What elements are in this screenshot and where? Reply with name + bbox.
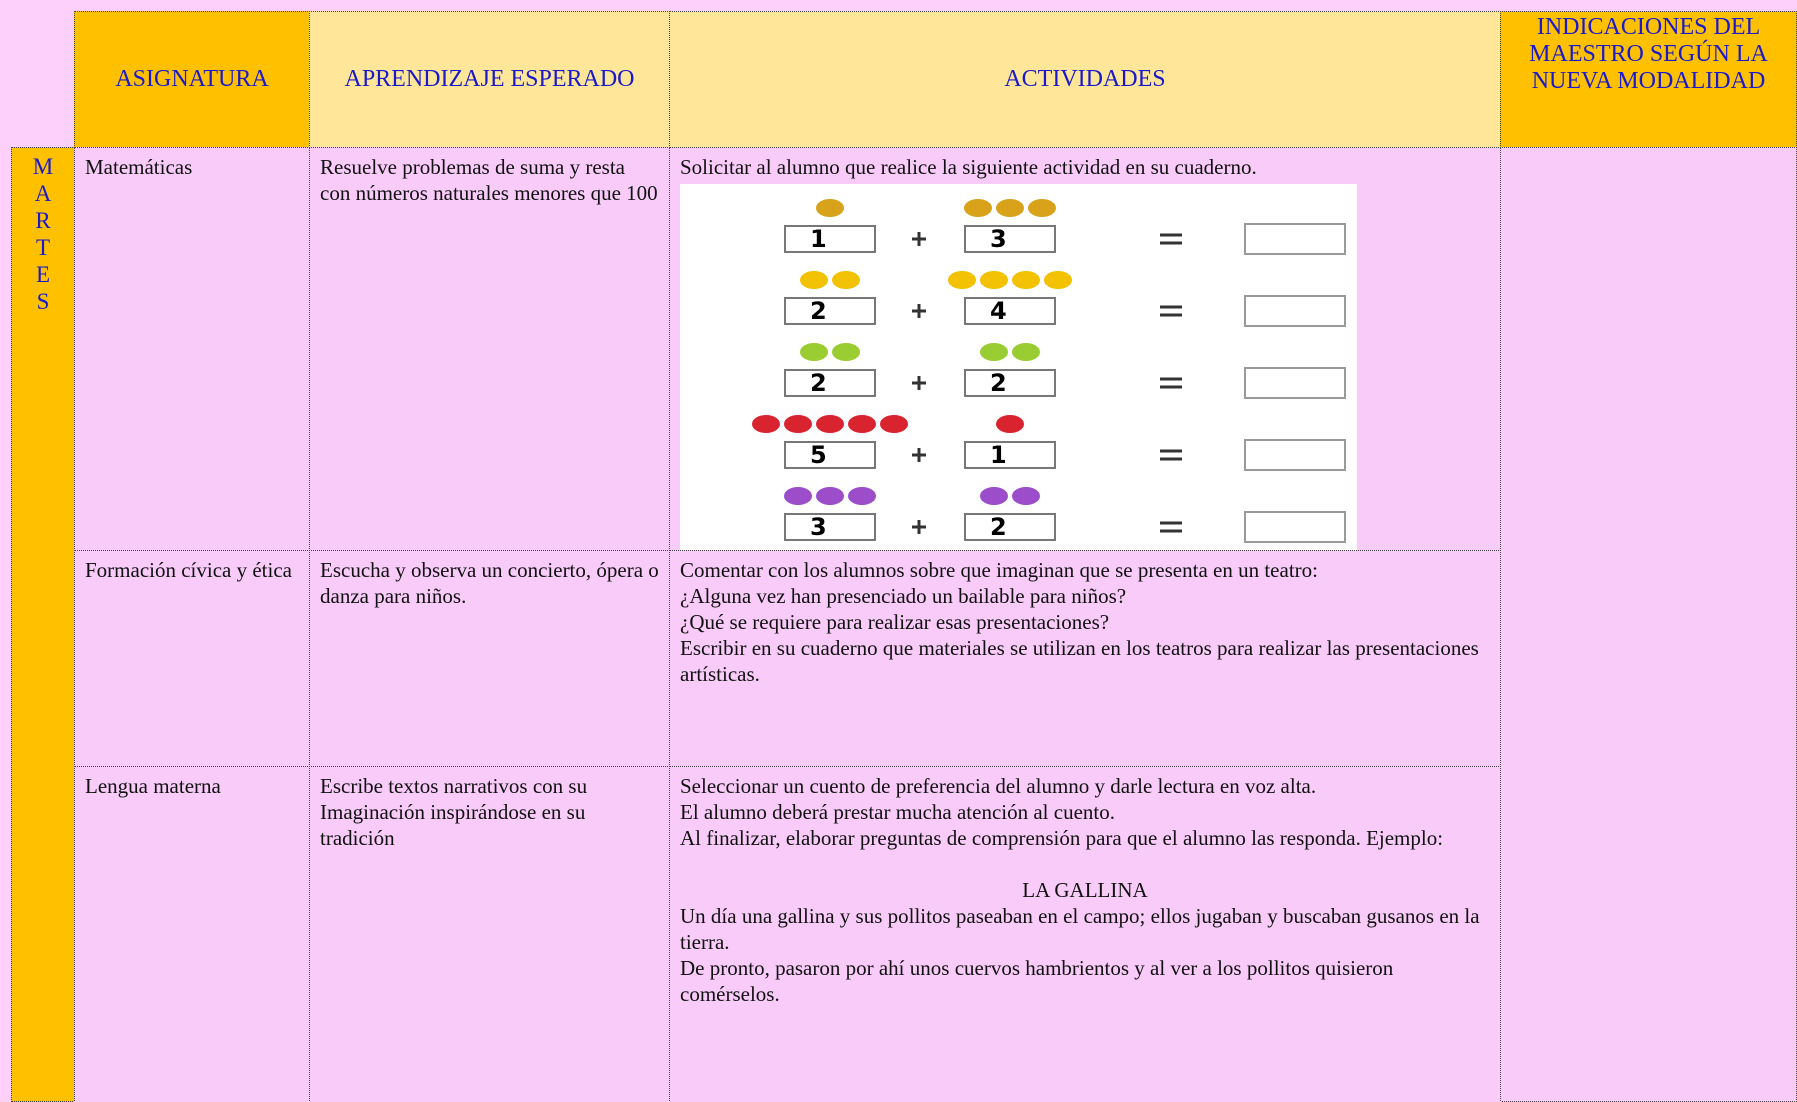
number: 2	[990, 369, 1007, 397]
activity-text: Al finalizar, elaborar preguntas de comp…	[680, 826, 1444, 850]
answer-box	[1244, 511, 1346, 543]
plus-sign	[912, 232, 926, 246]
number-box	[784, 513, 876, 541]
subject: Formación cívica y ética	[85, 558, 292, 582]
number: 2	[990, 513, 1007, 541]
number-box	[964, 441, 1056, 469]
story-text: De pronto, pasaron por ahí unos cuervos …	[680, 956, 1394, 1006]
number: 3	[810, 513, 827, 541]
learning-text: Escribe textos narrativos con su	[320, 774, 588, 798]
equals-sign	[1160, 233, 1182, 245]
subject: Matemáticas	[85, 155, 193, 179]
activities-cell: Solicitar al alumno que realice la sigui…	[669, 147, 1501, 551]
answer-box	[1244, 367, 1346, 399]
plus-sign	[912, 520, 926, 534]
activity-text: El alumno deberá prestar mucha atención …	[680, 800, 1115, 824]
fruit	[752, 415, 780, 433]
notes-cell	[1500, 147, 1797, 1102]
equals-sign	[1160, 377, 1182, 389]
fruit	[816, 199, 844, 217]
number: 1	[990, 441, 1007, 469]
learning-cell: Escucha y observa un concierto, ópera o …	[309, 550, 670, 767]
fruit	[948, 271, 976, 289]
fruit	[996, 199, 1024, 217]
subject-cell: Matemáticas	[74, 147, 310, 551]
fruit	[848, 487, 876, 505]
fruit	[996, 415, 1024, 433]
fruit	[980, 271, 1008, 289]
plus-sign	[912, 448, 926, 462]
learning-text: Imaginación inspirándose en su	[320, 800, 586, 824]
number-box	[964, 297, 1056, 325]
number-box	[784, 297, 876, 325]
fruit	[1012, 271, 1040, 289]
fruit	[848, 415, 876, 433]
number-box	[964, 513, 1056, 541]
fruit	[980, 343, 1008, 361]
number-box	[964, 225, 1056, 253]
equals-sign	[1160, 521, 1182, 533]
activity-text: Seleccionar un cuento de preferencia del…	[680, 774, 1317, 798]
answer-box	[1244, 439, 1346, 471]
fruit	[1028, 199, 1056, 217]
subject-cell: Lengua materna	[74, 766, 310, 1102]
day-cell: MARTES	[11, 147, 75, 1102]
subject-cell: Formación cívica y ética	[74, 550, 310, 767]
answer-box	[1244, 223, 1346, 255]
activities-cell: Seleccionar un cuento de preferencia del…	[669, 766, 1501, 1102]
fruit	[964, 199, 992, 217]
fruit	[784, 487, 812, 505]
fruit	[832, 343, 860, 361]
answer-box	[1244, 295, 1346, 327]
story-text: Un día una gallina y sus pollitos paseab…	[680, 904, 1480, 954]
number-box	[784, 225, 876, 253]
learning-text: Resuelve problemas de suma y resta con n…	[320, 155, 658, 205]
subject: Lengua materna	[85, 774, 221, 798]
number: 1	[810, 225, 827, 253]
learning-text: tradición	[320, 826, 395, 850]
fruit	[800, 271, 828, 289]
header-cell: APRENDIZAJE ESPERADO	[309, 11, 670, 148]
fruit	[1012, 487, 1040, 505]
number-box	[964, 369, 1056, 397]
fruit	[1044, 271, 1072, 289]
learning-cell: Resuelve problemas de suma y resta con n…	[309, 147, 670, 551]
number: 2	[810, 297, 827, 325]
activity-text: ¿Alguna vez han presenciado un bailable …	[680, 584, 1127, 608]
number: 4	[990, 297, 1007, 325]
plus-sign	[912, 376, 926, 390]
exercise-image: 1 3 2 4 2 2 5 1 3 2	[680, 184, 1357, 550]
learning-cell: Escribe textos narrativos con su Imaginac…	[309, 766, 670, 1102]
fruit	[832, 271, 860, 289]
fruit	[980, 487, 1008, 505]
equals-sign	[1160, 305, 1182, 317]
day: MARTES	[30, 154, 56, 316]
number: 2	[810, 369, 827, 397]
activity-text: Comentar con los alumnos sobre que imagi…	[680, 558, 1318, 582]
fruit	[1012, 343, 1040, 361]
activities-cell: Comentar con los alumnos sobre que imagi…	[669, 550, 1501, 767]
fruit	[784, 415, 812, 433]
fruit	[816, 415, 844, 433]
number: 3	[990, 225, 1007, 253]
fruit	[800, 343, 828, 361]
fruit	[880, 415, 908, 433]
story-title: LA GALLINA	[1022, 878, 1148, 902]
number: 5	[810, 441, 827, 469]
header-cell: ACTIVIDADES	[669, 11, 1501, 148]
header-cell: INDICACIONES DEL MAESTRO SEGÚN LA NUEVA …	[1500, 11, 1797, 148]
number-box	[784, 441, 876, 469]
learning-text: Escucha y observa un concierto, ópera o …	[320, 558, 659, 608]
equals-sign	[1160, 449, 1182, 461]
header-cell: ASIGNATURA	[74, 11, 310, 148]
activity-text: ¿Qué se requiere para realizar esas pres…	[680, 610, 1110, 634]
activity-text: Escribir en su cuaderno que materiales s…	[680, 636, 1479, 686]
number-box	[784, 369, 876, 397]
fruit	[816, 487, 844, 505]
plus-sign	[912, 304, 926, 318]
activity-text: Solicitar al alumno que realice la sigui…	[680, 155, 1257, 179]
